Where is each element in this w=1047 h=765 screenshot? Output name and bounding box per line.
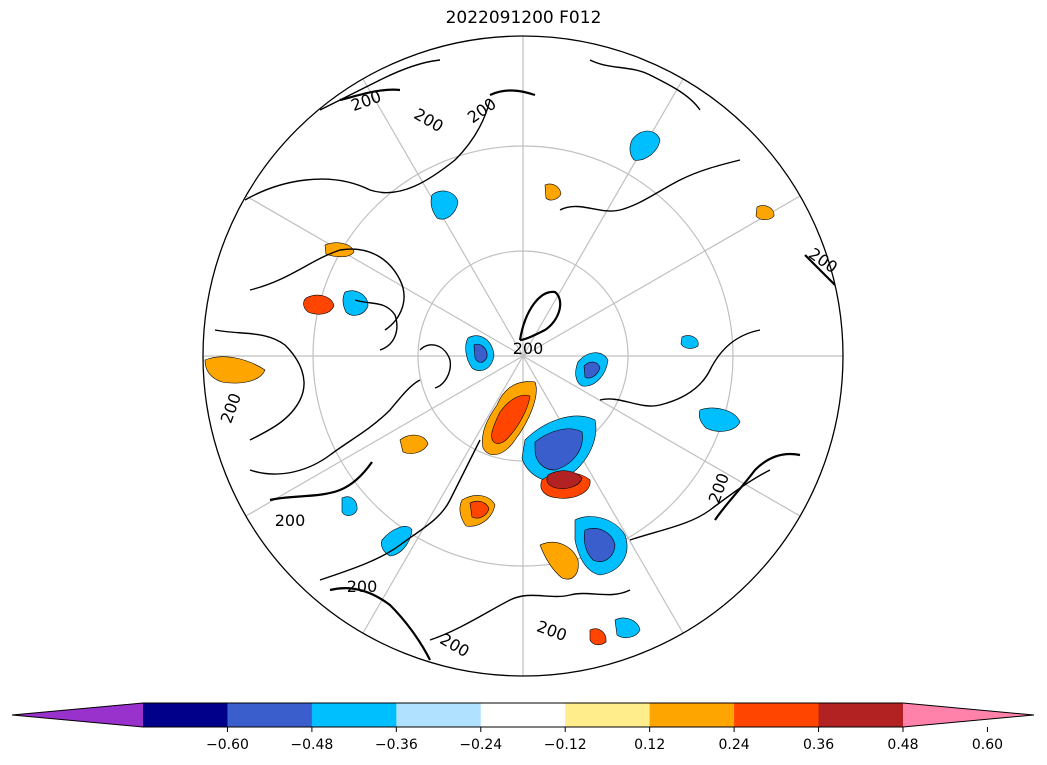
colorbar-ticks: −0.60 −0.48 −0.36 −0.24 −0.12 0.12 0.24 0.36 0.4… [206, 727, 1003, 753]
contour-line [329, 587, 431, 661]
colorbar-segment [396, 703, 482, 727]
colorbar-tick-label: 0.60 [972, 737, 1003, 753]
positive-anomaly [399, 434, 429, 454]
positive-anomaly [755, 205, 775, 221]
coastline [319, 439, 481, 581]
colorbar-outline [11, 702, 1035, 728]
negative-anomaly [341, 496, 358, 516]
negative-anomaly [342, 290, 369, 316]
colorbar-tick-label: 0.48 [887, 737, 918, 753]
colorbar-segment [143, 703, 228, 727]
colorbar-tick-label: −0.36 [375, 737, 418, 753]
colorbar-tick-label: −0.24 [459, 737, 502, 753]
coastline [249, 379, 421, 475]
contour-label: 200 [513, 339, 544, 358]
colorbar-extend-low [12, 703, 143, 727]
negative-anomaly [680, 335, 699, 349]
map-title: 2022091200 F012 [445, 8, 602, 28]
negative-anomaly [430, 190, 459, 220]
meridian-line [522, 78, 684, 357]
colorbar-segment [649, 703, 735, 727]
positive-anomaly [303, 294, 335, 315]
colorbar-segment [734, 703, 820, 727]
coastline [599, 329, 761, 407]
coastline [354, 299, 398, 351]
contour-line [339, 88, 401, 102]
colorbar-tick-label: 0.36 [803, 737, 834, 753]
colorbar-tick-label: 0.24 [719, 737, 750, 753]
colorbar-segment [818, 703, 904, 727]
contour-line [269, 461, 373, 502]
meridian-line [362, 355, 524, 634]
coastline [629, 469, 771, 541]
meridian-line [245, 195, 524, 357]
negative-anomaly [698, 407, 741, 432]
negative-anomaly [534, 428, 583, 471]
meridian-line [245, 355, 524, 517]
negative-anomaly [381, 526, 413, 557]
meridian-line [522, 355, 684, 634]
colorbar-tick-label: −0.60 [206, 737, 249, 753]
coastline [559, 159, 741, 212]
colorbar-tick-label: 0.12 [634, 737, 665, 753]
colorbar-tick-label: −0.12 [544, 737, 587, 753]
coastline [249, 248, 405, 331]
coastline [244, 99, 491, 201]
coastline [419, 344, 452, 389]
contour-line [518, 290, 562, 342]
contours [269, 88, 836, 661]
coastline [589, 59, 701, 111]
positive-anomaly [589, 628, 607, 646]
contour-label: 200 [347, 577, 378, 596]
positive-anomaly [539, 541, 579, 580]
colorbar-segment [565, 703, 651, 727]
colorbar-segment [480, 703, 566, 727]
shaded-anomalies [204, 130, 775, 646]
negative-anomaly [629, 130, 661, 161]
colorbar-tick-label: −0.48 [290, 737, 333, 753]
contour-line [714, 452, 801, 521]
coastline [319, 59, 441, 111]
colorbar-extend-high [903, 703, 1034, 727]
positive-anomaly [469, 500, 490, 519]
coastlines [214, 59, 771, 641]
positive-anomaly [204, 356, 266, 384]
colorbar-segment [311, 703, 397, 727]
positive-anomaly [546, 470, 583, 489]
contour-line [489, 89, 536, 97]
contour-label: 200 [275, 511, 306, 530]
meridian-line [522, 195, 801, 357]
negative-anomaly [583, 361, 601, 379]
meridian-line [522, 355, 801, 517]
coastline [214, 329, 305, 441]
negative-anomaly [583, 528, 616, 562]
negative-anomaly [614, 617, 641, 639]
colorbar-segments [11, 702, 1035, 728]
negative-anomaly [473, 343, 488, 363]
positive-anomaly [544, 183, 562, 201]
contour-line [804, 254, 836, 286]
map-boundary [202, 35, 844, 677]
coastline [429, 589, 631, 641]
colorbar-segment [227, 703, 313, 727]
positive-anomaly [491, 394, 531, 444]
